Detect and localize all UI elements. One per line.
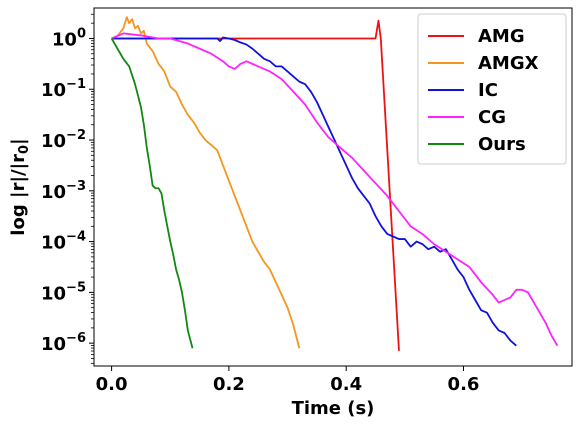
series-layer [110, 16, 559, 351]
y-tick-label-3: 10−3 [41, 179, 86, 203]
legend-label-cg: CG [478, 107, 506, 128]
series-line-cg [111, 32, 559, 347]
legend-label-ic: IC [478, 80, 498, 101]
y-axis: 100 10−1 10−2 10−3 10−4 10−5 10−6 [41, 13, 94, 364]
y-axis-label-main: log |r|/|r [8, 154, 29, 236]
y-tick-label-4: 10−4 [41, 230, 86, 254]
legend-label-amg: AMG [478, 26, 525, 47]
y-tick-label-1: 10−1 [41, 77, 86, 101]
legend-label-ours: Ours [478, 134, 526, 155]
y-axis-label: log |r|/|r0| [8, 138, 32, 235]
y-tick-label-5: 10−5 [41, 280, 86, 304]
x-tick-label-3: 0.6 [448, 374, 480, 395]
y-axis-label-end: | [8, 138, 29, 145]
y-axis-label-subscript: 0 [17, 145, 32, 154]
x-axis-label: Time (s) [292, 398, 375, 419]
x-tick-label-0: 0.0 [96, 374, 128, 395]
legend-box [417, 13, 567, 165]
series-line-ic [111, 36, 517, 347]
series-line-amgx [111, 16, 301, 349]
y-tick-label-0: 100 [52, 26, 86, 50]
legend-label-amgx: AMGX [478, 53, 539, 74]
plot-frame [93, 7, 573, 367]
x-axis: 0.0 0.2 0.4 0.6 [96, 366, 480, 395]
x-tick-label-1: 0.2 [213, 374, 245, 395]
series-line-ours [110, 38, 194, 349]
x-tick-label-2: 0.4 [330, 374, 362, 395]
y-tick-label-6: 10−6 [41, 331, 86, 355]
legend: AMG AMGX IC CG Ours [417, 13, 567, 165]
y-tick-label-2: 10−2 [41, 128, 86, 152]
